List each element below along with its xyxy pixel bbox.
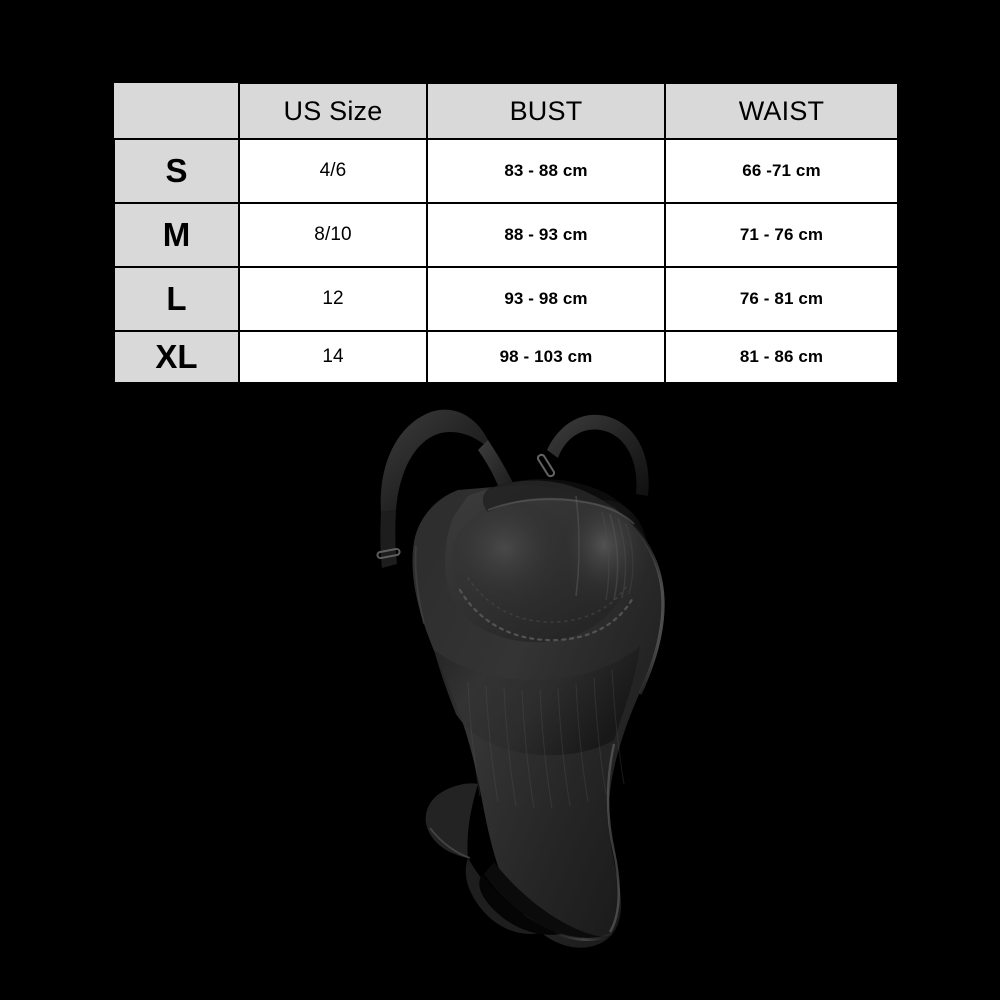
size-label-s: S [113,138,240,204]
left-shoulder-strap [380,409,496,512]
waist-value-l: 76 - 81 cm [664,266,899,332]
left-strap-slider-icon [376,548,401,559]
torso-rib-texture [467,669,625,809]
table-header-row: US Size BUST WAIST [114,82,899,140]
right-side-rim-highlight [626,518,665,695]
left-strap-lower-tail [380,510,397,568]
bottom-edge-highlight [553,930,615,941]
waist-panel [434,646,640,756]
right-cup-highlight [560,500,648,608]
center-front-seam [575,495,580,597]
waist-value-s: 66 -71 cm [664,138,899,204]
side-support-ribbing [601,511,634,601]
us-size-value-xl: 14 [238,330,428,384]
table-row: S 4/6 83 - 88 cm 66 -71 cm [113,138,899,204]
left-cup-highlight [452,502,576,618]
underbust-seam [458,588,636,642]
bust-value-s: 83 - 88 cm [426,138,666,204]
table-corner-cell [114,83,239,139]
bodysuit-product-image [318,392,710,962]
bust-value-xl: 98 - 103 cm [426,330,666,384]
size-label-xl: XL [113,330,240,384]
table-row: M 8/10 88 - 93 cm 71 - 76 cm [113,202,899,268]
waist-value-xl: 81 - 86 cm [664,330,899,384]
column-header-waist: WAIST [664,82,899,140]
waist-value-m: 71 - 76 cm [664,202,899,268]
underbust-seam-inner [467,577,629,623]
us-size-value-l: 12 [238,266,428,332]
size-label-m: M [113,202,240,268]
us-size-value-m: 8/10 [238,202,428,268]
neckline-scoop [482,479,634,516]
column-header-us-size: US Size [238,82,428,140]
us-size-value-s: 4/6 [238,138,428,204]
right-strap-adjuster-icon [536,453,556,478]
right-shoulder-strap [547,414,649,496]
product-photo-area [0,386,1000,1000]
left-edge-highlight [414,545,425,625]
leg-opening-inner-shadow [479,874,562,935]
left-hip-flare [425,783,478,858]
table-row: L 12 93 - 98 cm 76 - 81 cm [113,266,899,332]
leg-opening-cutout [484,862,618,940]
size-label-l: L [113,266,240,332]
bust-value-l: 93 - 98 cm [426,266,666,332]
neckline-edge-highlight [487,498,635,525]
column-header-bust: BUST [426,82,666,140]
bust-value-m: 88 - 93 cm [426,202,666,268]
size-chart-table: US Size BUST WAIST S 4/6 83 - 88 cm 66 -… [113,82,899,384]
table-row: XL 14 98 - 103 cm 81 - 86 cm [113,330,899,384]
hip-rim-highlight [606,743,620,933]
hip-shelf-edge [429,827,471,859]
